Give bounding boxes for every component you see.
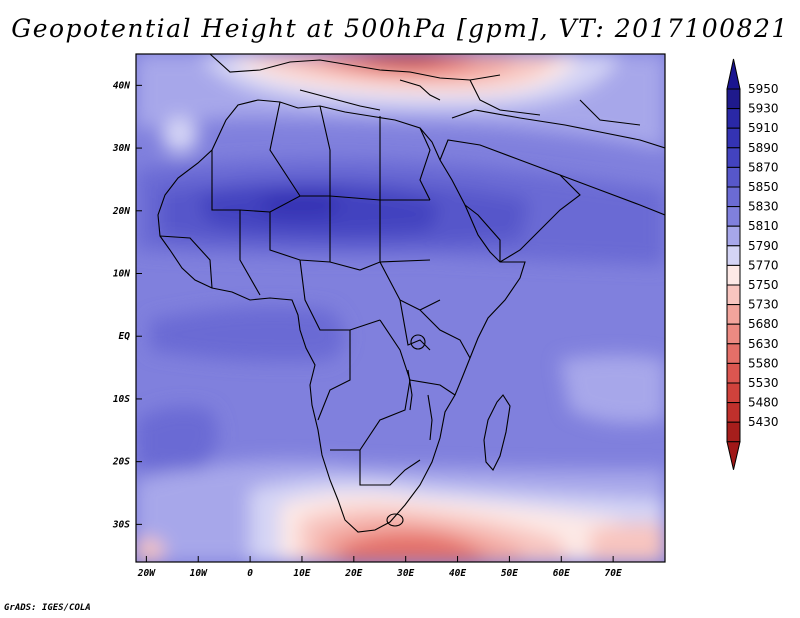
- credit-text: GrADS: IGES/COLA: [4, 603, 91, 613]
- lon-tick-label: 20W: [137, 568, 156, 579]
- colorbar-swatch: [726, 343, 741, 364]
- colorbar-label: 5930: [748, 102, 779, 116]
- colorbar-label: 5480: [748, 396, 779, 410]
- colorbar-swatch: [726, 284, 741, 306]
- colorbar-swatch: [726, 88, 741, 110]
- colorbar-swatch: [726, 304, 741, 325]
- lon-tick-label: 0: [247, 568, 253, 579]
- colorbar-top-arrow: [726, 58, 741, 90]
- lon-tick-label: 50E: [501, 568, 518, 579]
- lat-tick-label: 10S: [113, 394, 130, 405]
- colorbar-label: 5830: [748, 200, 779, 214]
- lon-tick-label: 30E: [396, 568, 414, 579]
- colorbar-swatch: [726, 323, 741, 345]
- colorbar-swatch: [726, 362, 741, 384]
- colorbar-swatch: [726, 166, 741, 188]
- colorbar: 5950 5930 5910 5890 5870 5850 5830 5810 5790 5770…: [726, 58, 779, 470]
- lat-tick-label: 20S: [112, 457, 130, 468]
- colorbar-label: 5770: [748, 258, 779, 272]
- lon-tick-label: 70E: [605, 568, 622, 579]
- map-frame: [135, 53, 666, 563]
- colorbar-swatch: [726, 108, 741, 129]
- colorbar-label: 5430: [748, 415, 779, 429]
- colorbar-swatch: [726, 402, 741, 423]
- colorbar-swatch: [726, 264, 741, 286]
- lon-tick-label: 40E: [449, 568, 466, 579]
- colorbar-label: 5730: [748, 298, 779, 312]
- height-field: [136, 54, 665, 562]
- chart-title: Geopotential Height at 500hPa [gpm], VT:…: [11, 14, 789, 43]
- lat-tick-label: 30S: [112, 519, 130, 530]
- colorbar-label: 5530: [748, 376, 779, 390]
- colorbar-swatch: [726, 206, 741, 227]
- colorbar-label: 5680: [748, 317, 779, 331]
- colorbar-label: 5850: [748, 180, 779, 194]
- colorbar-label: 5890: [748, 141, 779, 155]
- colorbar-bottom-arrow: [726, 441, 741, 470]
- colorbar-swatch: [726, 245, 741, 266]
- colorbar-label: 5630: [748, 337, 779, 351]
- lat-tick-label: 10N: [113, 269, 130, 280]
- colorbar-label: 5750: [748, 278, 779, 292]
- colorbar-swatch: [726, 186, 741, 208]
- lat-tick-label: 20N: [112, 206, 130, 217]
- lon-tick-label: 10W: [190, 568, 208, 579]
- colorbar-label: 5870: [748, 160, 779, 174]
- lon-tick-label: 60E: [553, 568, 570, 579]
- colorbar-swatch: [726, 127, 741, 149]
- colorbar-label: 5790: [748, 239, 779, 253]
- longitude-axis: 20W 10W 0 10E 20E 30E 40E 50E 60E 70E: [137, 556, 622, 579]
- colorbar-label: 5950: [748, 82, 779, 96]
- latitude-axis: 40N 30N 20N 10N EQ 10S 20S 30S: [112, 80, 142, 530]
- lat-tick-label: 30N: [112, 143, 130, 154]
- colorbar-swatch: [726, 382, 741, 404]
- colorbar-swatch: [726, 147, 741, 168]
- lat-tick-label: EQ: [119, 331, 131, 342]
- colorbar-label: 5580: [748, 356, 779, 370]
- lon-tick-label: 20E: [344, 568, 362, 579]
- lon-tick-label: 10E: [293, 568, 310, 579]
- colorbar-swatch: [726, 421, 741, 443]
- lat-tick-label: 40N: [113, 80, 130, 91]
- colorbar-label: 5810: [748, 219, 779, 233]
- colorbar-label: 5910: [748, 121, 779, 135]
- coastlines: [157, 54, 665, 533]
- colorbar-swatch: [726, 225, 741, 247]
